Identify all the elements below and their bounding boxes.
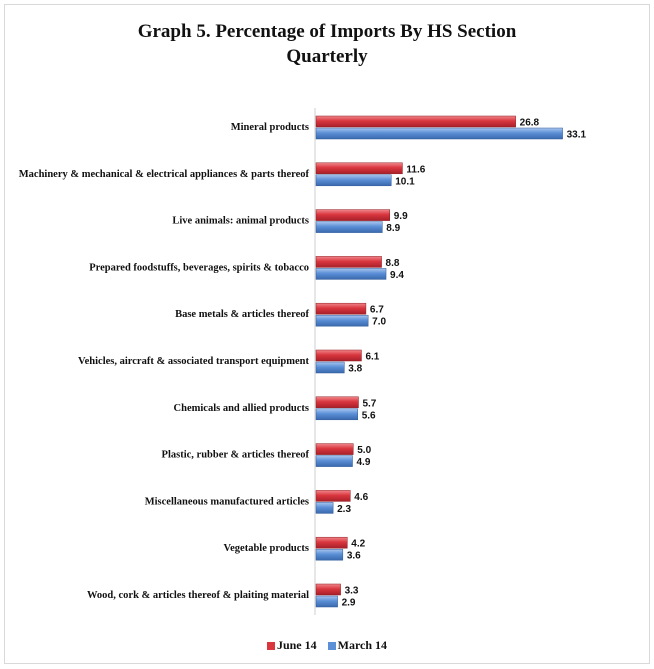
chart-title-line-2: Quarterly [286,46,368,67]
category-label: Vegetable products [224,543,309,554]
bar-march-14 [315,361,345,374]
legend-swatch-june-14 [266,641,275,650]
bar-march-14 [315,268,387,280]
category-label: Plastic, rubber & articles thereof [162,450,310,461]
category-label: Chemicals and allied products [174,403,309,414]
data-label-march-14: 8.9 [386,223,400,234]
data-label-march-14: 33.1 [567,130,587,141]
data-label-june-14: 5.0 [357,445,371,456]
bar-june-14 [315,349,362,362]
category-label: Mineral products [231,122,309,133]
bar-march-14 [315,221,383,233]
legend-label-june-14: June 14 [276,638,317,652]
chart-title-line-1: Graph 5. Percentage of Imports By HS Sec… [137,21,517,42]
bar-june-14 [315,302,367,315]
data-label-june-14: 3.3 [345,586,359,597]
legend-item-march-14: March 14 [327,638,388,653]
data-label-june-14: 6.1 [365,352,379,363]
bar-march-14 [315,314,369,327]
category-label: Wood, cork & articles thereof & plaiting… [87,590,309,601]
data-label-march-14: 5.6 [362,410,376,421]
data-label-june-14: 4.2 [351,539,365,550]
legend-swatch-march-14 [327,641,336,650]
bar-chart: Mineral products 26.8 33.1 Machinery & mech… [19,108,587,615]
data-label-march-14: 9.4 [390,270,404,281]
legend-item-june-14: June 14 [266,638,317,653]
category-label: Live animals: animal products [172,216,309,227]
bar-march-14 [315,127,563,140]
data-label-march-14: 3.8 [348,364,362,375]
bar-june-14 [315,583,341,596]
data-label-june-14: 6.7 [370,305,384,316]
bar-june-14 [315,443,354,455]
category-label: Machinery & mechanical & electrical appl… [19,169,310,180]
bar-march-14 [315,455,353,467]
data-label-march-14: 7.0 [372,317,386,328]
legend-label-march-14: March 14 [337,638,388,652]
data-label-march-14: 10.1 [395,176,415,187]
bar-june-14 [315,396,359,409]
bar-march-14 [315,502,334,514]
data-label-june-14: 11.6 [406,164,425,175]
bar-june-14 [315,209,391,221]
bar-june-14 [315,490,351,502]
category-label: Base metals & articles thereof [175,309,309,320]
bar-june-14 [315,536,348,549]
data-label-june-14: 9.9 [394,211,408,222]
bar-june-14 [315,162,403,175]
bar-march-14 [315,548,344,561]
data-label-june-14: 4.6 [354,492,368,503]
bar-march-14 [315,595,338,608]
chart-title: Graph 5. Percentage of Imports By HS Sec… [5,19,649,69]
category-label: Prepared foodstuffs, beverages, spirits … [89,262,309,273]
chart-legend: June 14 March 14 [5,638,649,654]
bar-march-14 [315,408,358,421]
category-label: Vehicles, aircraft & associated transpor… [78,356,309,367]
data-label-june-14: 5.7 [362,398,376,409]
data-label-march-14: 4.9 [357,457,371,468]
data-label-june-14: 26.8 [520,118,540,129]
chart-frame: Graph 5. Percentage of Imports By HS Sec… [4,4,650,664]
bar-march-14 [315,174,392,187]
bar-june-14 [315,115,516,128]
data-label-march-14: 2.9 [342,598,356,609]
data-label-june-14: 8.8 [386,258,400,269]
data-label-march-14: 3.6 [347,551,361,562]
data-label-march-14: 2.3 [337,504,351,515]
category-label: Miscellaneous manufactured articles [145,496,309,507]
bar-june-14 [315,256,382,268]
